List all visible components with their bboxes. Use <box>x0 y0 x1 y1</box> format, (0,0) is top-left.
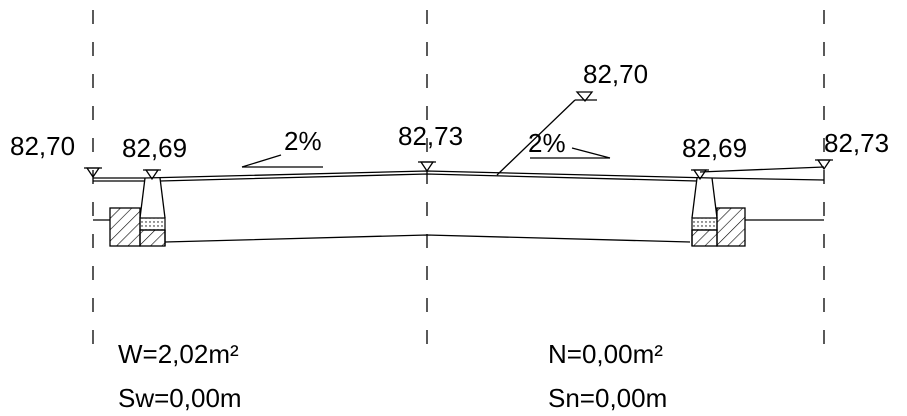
elevation-label-left-edge: 82,70 <box>10 131 75 161</box>
elevation-marker-center <box>418 161 436 173</box>
elevation-marker-left-curb <box>143 169 161 181</box>
right-curb <box>691 177 746 247</box>
elevation-marker-right-curb <box>691 169 709 181</box>
right-edge-strip-lower <box>711 177 825 181</box>
road-surface-line-lower <box>159 173 698 182</box>
elevation-label-right-edge: 82,73 <box>824 128 889 158</box>
slope-arrow-left <box>241 154 323 168</box>
elevation-label-center: 82,73 <box>398 121 463 151</box>
slope-label-right: 2% <box>528 128 566 158</box>
w-area-label: W=2,02m² <box>118 339 239 369</box>
right-edge-strip <box>699 166 825 173</box>
road-base-line <box>164 234 691 243</box>
elevation-marker-left-edge <box>84 167 102 179</box>
elevation-label-right-curb: 82,69 <box>682 133 747 163</box>
left-curb <box>109 177 166 247</box>
sn-width-label: Sn=0,00m <box>548 383 667 413</box>
leader-elevation-marker <box>496 91 597 176</box>
n-area-label: N=0,00m² <box>548 339 663 369</box>
elevation-label-left-curb: 82,69 <box>122 133 187 163</box>
sw-width-label: Sw=0,00m <box>118 383 242 413</box>
elevation-marker-right-edge <box>815 159 833 171</box>
slope-arrow-right <box>530 147 611 159</box>
slope-label-left: 2% <box>284 126 322 156</box>
elevation-label-leader: 82,70 <box>583 59 648 89</box>
